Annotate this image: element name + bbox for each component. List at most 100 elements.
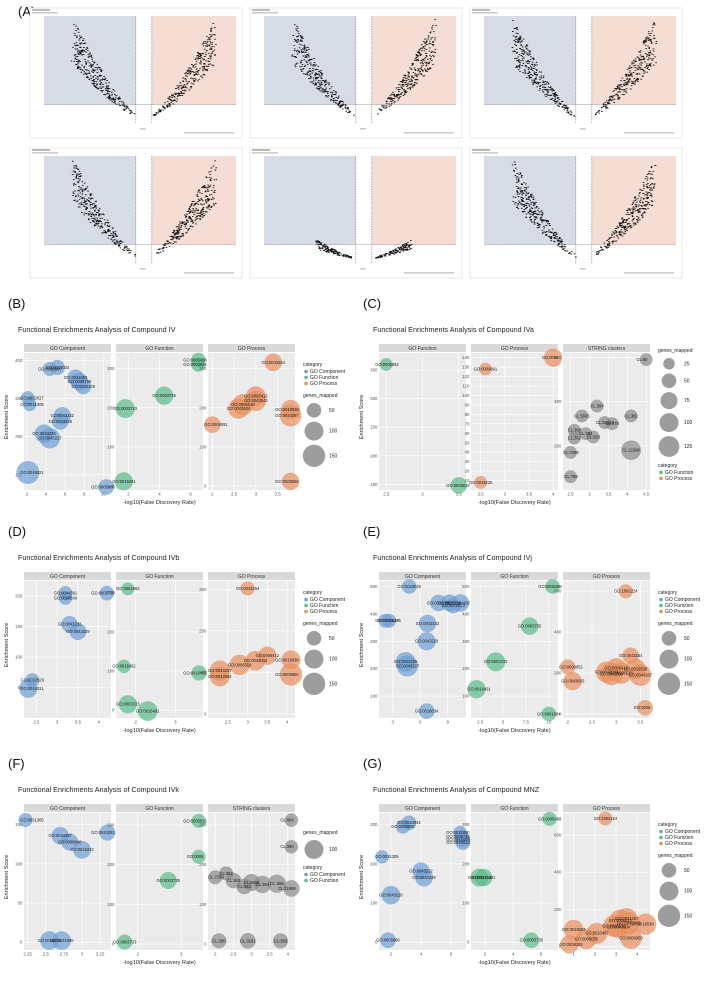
y-tick-label: 250 bbox=[370, 425, 378, 430]
data-point bbox=[240, 581, 255, 596]
point-label: GO:0019226 bbox=[469, 480, 493, 485]
facet: GO Function 100 200 300 400 500 2.5 5 7.5 10 GO:00… bbox=[462, 572, 562, 725]
facet-title: GO Function bbox=[145, 346, 174, 352]
volcano-points bbox=[71, 160, 218, 257]
point-label: GO:0006518 bbox=[228, 662, 252, 667]
x-tick-label: 4.5 bbox=[643, 492, 650, 497]
data-point bbox=[204, 416, 221, 433]
legend-size-circle bbox=[658, 436, 680, 457]
point-label: GO:0044429 bbox=[446, 600, 470, 605]
data-point bbox=[219, 866, 234, 881]
point-label: GO:0043034 bbox=[46, 365, 70, 370]
y-tick-label: 0 bbox=[204, 484, 207, 489]
data-point bbox=[474, 476, 488, 489]
point-label: GO:0016462 bbox=[112, 664, 136, 669]
point-label: GO:0031305 bbox=[375, 854, 399, 859]
volcano-subtitle-mark bbox=[472, 152, 498, 154]
point-label: GO:0019538 bbox=[275, 407, 299, 412]
facet-strip bbox=[563, 572, 650, 580]
data-point bbox=[115, 399, 135, 419]
data-point bbox=[375, 850, 389, 864]
facet: GO Component 100 200 300 400 500 3 6 9 GO:0043025… bbox=[370, 572, 470, 725]
x-tick-label: 2 bbox=[594, 952, 597, 957]
point-label: GO:0044267 bbox=[275, 413, 299, 418]
facet-title: GO Process bbox=[593, 806, 621, 812]
legend-size-circle bbox=[302, 672, 326, 695]
y-tick-label: 50 bbox=[18, 901, 23, 906]
point-label: GO:0010467 bbox=[585, 931, 609, 936]
y-tick-label: 200 bbox=[199, 862, 207, 867]
point-label: GO:0006412 bbox=[256, 653, 280, 658]
data-point bbox=[381, 885, 401, 905]
legend-title-category: category bbox=[658, 463, 678, 469]
facet-strip bbox=[116, 572, 203, 580]
point-label: CL:5665 bbox=[574, 413, 590, 418]
volcano-title-mark bbox=[32, 149, 50, 151]
x-tick-label: 2.5 bbox=[383, 492, 390, 497]
y-tick-label: 100 bbox=[462, 694, 470, 699]
y-tick-label: 500 bbox=[370, 584, 378, 589]
data-point bbox=[639, 353, 653, 367]
point-label: GO:0043604 bbox=[600, 671, 624, 676]
data-point bbox=[272, 933, 289, 949]
volcano-subtitle-mark bbox=[472, 12, 498, 14]
legend-swatch bbox=[659, 835, 663, 840]
point-label: CL:382 bbox=[220, 871, 234, 876]
legend-size-label: 150 bbox=[329, 681, 338, 687]
point-label: GO:0043604 bbox=[208, 674, 232, 679]
data-point bbox=[191, 849, 206, 864]
point-label: CL:789 bbox=[564, 474, 578, 479]
legend-swatch bbox=[659, 476, 663, 481]
x-axis-mark bbox=[359, 268, 366, 270]
x-tick-label: 4 bbox=[552, 492, 555, 497]
y-tick-label: 0 bbox=[112, 708, 115, 713]
y-tick-label: 400 bbox=[462, 611, 470, 616]
x-tick-label: 2 bbox=[484, 952, 487, 957]
y-tick-label: 100 bbox=[462, 393, 470, 398]
data-point bbox=[605, 417, 619, 431]
data-point bbox=[637, 699, 653, 716]
data-point bbox=[598, 811, 613, 826]
legend-swatch bbox=[659, 841, 663, 846]
legend-item: GO Component bbox=[665, 829, 701, 835]
panel-label: (D) bbox=[8, 524, 26, 539]
point-label: GO:0043604 bbox=[606, 924, 630, 929]
y-tick-label: 30 bbox=[465, 459, 470, 464]
facet-title: GO Component bbox=[405, 574, 441, 580]
point-label: GO:0043254 bbox=[236, 586, 260, 591]
point-label: CL:7296 bbox=[563, 450, 579, 455]
y-tick-label: 20 bbox=[465, 469, 470, 474]
x-tick-label: 2 bbox=[567, 720, 570, 725]
facet: STRING clusters 200 400 600 2.5 3 3.5 4 4.5 CL:80… bbox=[554, 344, 653, 497]
y-tick-label: 300 bbox=[462, 639, 470, 644]
x-tick-label: 2.5 bbox=[230, 952, 237, 957]
data-point bbox=[114, 472, 133, 491]
point-label: GO:0043043 bbox=[595, 669, 619, 674]
point-label: GO:0032627 bbox=[375, 618, 399, 623]
chart-title: Functional Enrichments Analysis of Compo… bbox=[18, 785, 179, 794]
legend-size-circle bbox=[661, 373, 677, 389]
legend-size-label: 125 bbox=[684, 444, 693, 450]
data-point bbox=[25, 673, 40, 688]
down-region bbox=[264, 156, 356, 245]
point-label: GO:0043603 bbox=[562, 927, 586, 932]
legend-size-label: 100 bbox=[329, 847, 338, 853]
x-tick-label: 2 bbox=[135, 720, 138, 725]
legend-title-size: genes_mapped bbox=[658, 348, 693, 354]
data-point bbox=[564, 470, 578, 484]
point-label: GO:0044429 bbox=[446, 837, 470, 842]
data-point bbox=[590, 399, 604, 413]
facet-strip bbox=[563, 344, 650, 352]
point-label: GO:0009056 bbox=[575, 936, 599, 941]
data-point bbox=[240, 933, 256, 949]
legend-title-size: genes_mapped bbox=[658, 853, 693, 859]
point-label: GO:0016034 bbox=[415, 709, 439, 714]
data-point bbox=[479, 362, 492, 376]
point-label: GO:0005739 bbox=[91, 591, 115, 596]
point-label: GO:0016491 bbox=[472, 875, 496, 880]
legend-item: GO Process bbox=[665, 476, 693, 482]
legend-item: GO Function bbox=[310, 878, 339, 884]
y-tick-label: 300 bbox=[199, 822, 207, 827]
